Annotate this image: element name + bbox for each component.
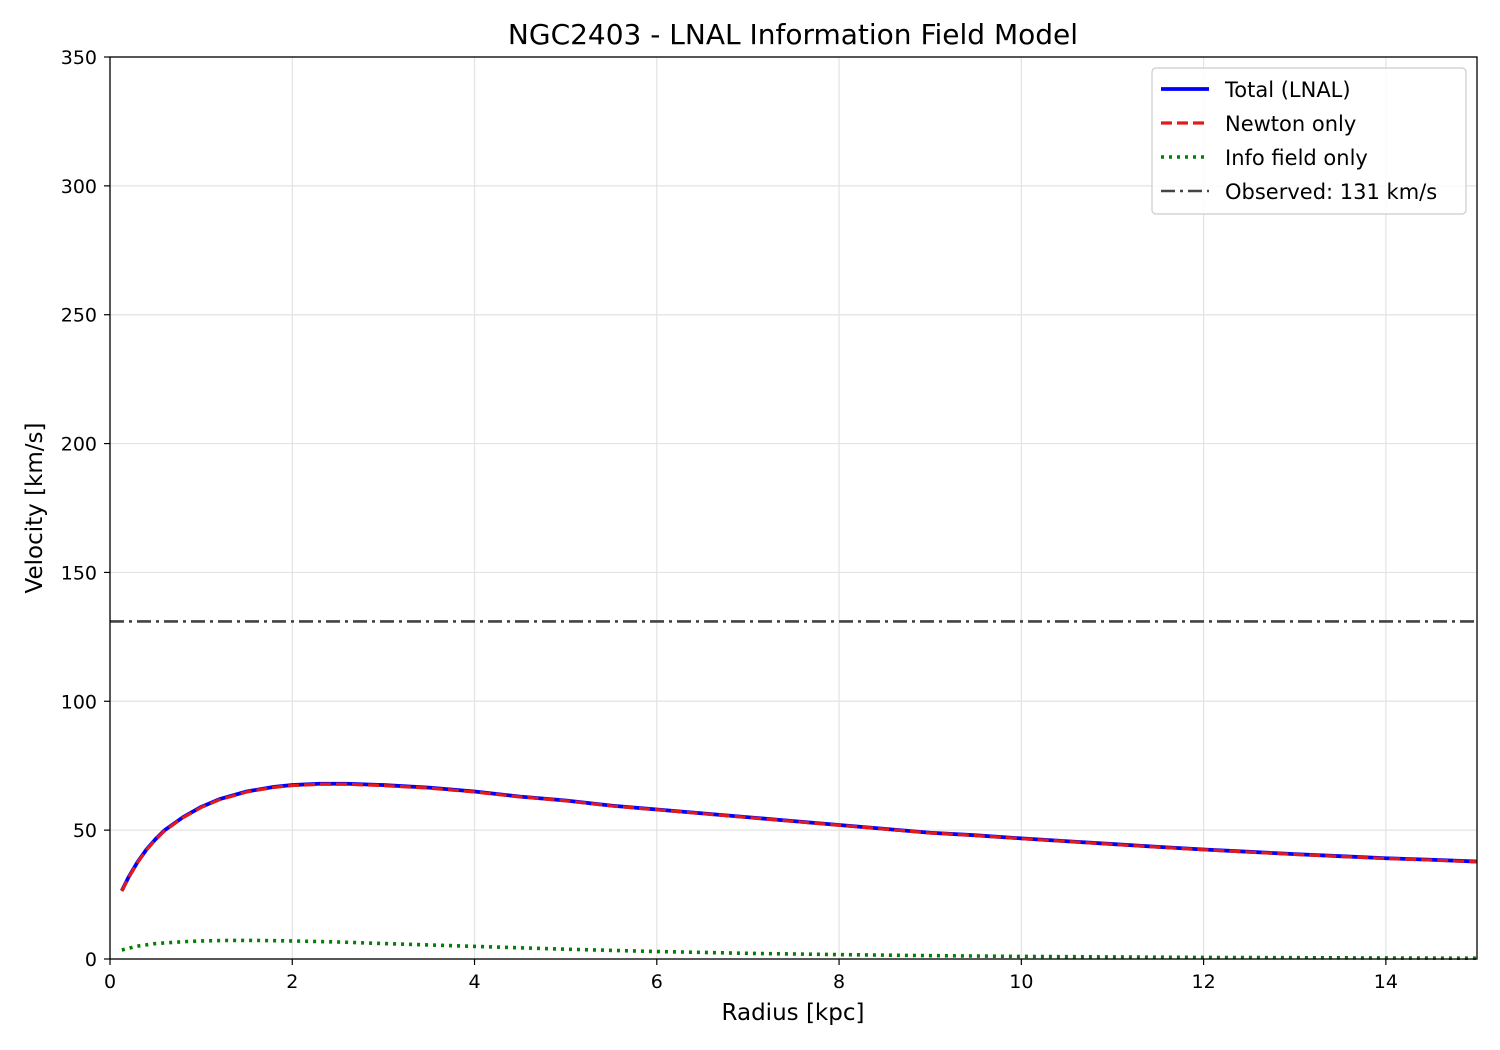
y-tick-label: 300 bbox=[61, 176, 97, 198]
legend-label-3: Info field only bbox=[1225, 146, 1368, 170]
y-tick-label: 250 bbox=[61, 305, 97, 327]
y-tick-label: 200 bbox=[61, 434, 97, 456]
x-tick-label: 8 bbox=[833, 971, 845, 993]
legend-label-1: Total (LNAL) bbox=[1224, 78, 1351, 102]
x-tick-label: 4 bbox=[468, 971, 480, 993]
y-tick-label: 50 bbox=[73, 820, 97, 842]
x-tick-label: 14 bbox=[1374, 971, 1398, 993]
chart-title: NGC2403 - LNAL Information Field Model bbox=[508, 18, 1078, 51]
y-tick-label: 350 bbox=[61, 47, 97, 69]
y-tick-label: 100 bbox=[61, 691, 97, 713]
legend-box bbox=[1151, 67, 1467, 215]
x-tick-label: 6 bbox=[651, 971, 663, 993]
x-tick-label: 12 bbox=[1192, 971, 1216, 993]
legend-label-4: Observed: 131 km/s bbox=[1225, 180, 1437, 204]
y-tick-label: 150 bbox=[61, 562, 97, 584]
series-layer bbox=[110, 620, 1478, 961]
x-tick-label: 2 bbox=[286, 971, 298, 993]
x-tick-label: 0 bbox=[104, 971, 116, 993]
y-tick-label: 0 bbox=[85, 949, 97, 971]
legend: Total (LNAL) Newton only Info field only Ob… bbox=[1151, 67, 1467, 215]
x-axis-label: Radius [kpc] bbox=[722, 1000, 865, 1026]
legend-label-2: Newton only bbox=[1225, 112, 1356, 136]
series-line-2 bbox=[120, 782, 1478, 892]
y-axis-label: Velocity [km/s] bbox=[22, 423, 48, 594]
plot-frame bbox=[109, 56, 1478, 960]
x-tick-label: 10 bbox=[1009, 971, 1033, 993]
ticks: 0 2 4 6 8 10 12 14 0 50 100 150 200 250 300 350 bbox=[61, 47, 1398, 993]
